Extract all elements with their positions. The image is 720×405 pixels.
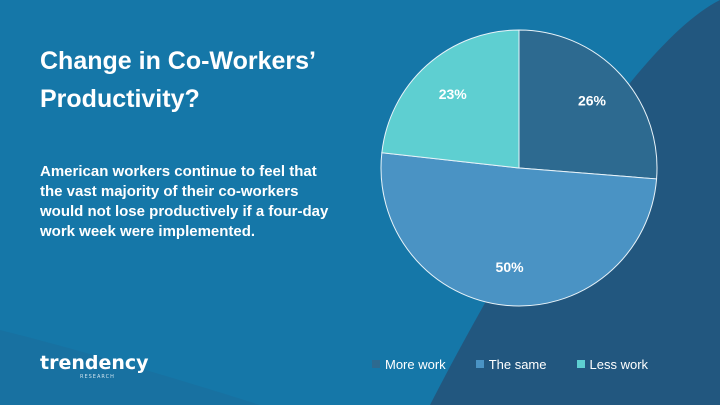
legend-item-the-same: The same [475,356,547,372]
slide-title: Change in Co-Workers’ Productivity? [40,47,315,113]
legend-item-more-work: More work [372,357,446,372]
legend-swatch-less-work [576,360,585,368]
legend-label-the-same: The same [488,356,547,372]
legend-swatch-the-same [475,360,484,368]
pie-label-less-work: 23% [439,86,468,102]
legend-item-less-work: Less work [576,356,649,372]
slide-body-text: American workers continue to feel that t… [40,163,329,240]
pie-label-more-work: 26% [578,93,607,109]
legend-label-more-work: More work [385,356,446,372]
trendency-logo: trendency [40,352,149,374]
chart-legend: More work The same Less work [372,354,672,374]
trendency-logo-subtext: RESEARCH [80,374,115,380]
legend-label-less-work: Less work [589,356,649,372]
legend-swatch-more-work [372,360,380,368]
pie-label-the-same: 50% [496,259,525,275]
pie-slice-more-work [518,29,658,180]
pie-slice-less-work [381,29,520,169]
pie-slice-the-same [380,152,658,307]
